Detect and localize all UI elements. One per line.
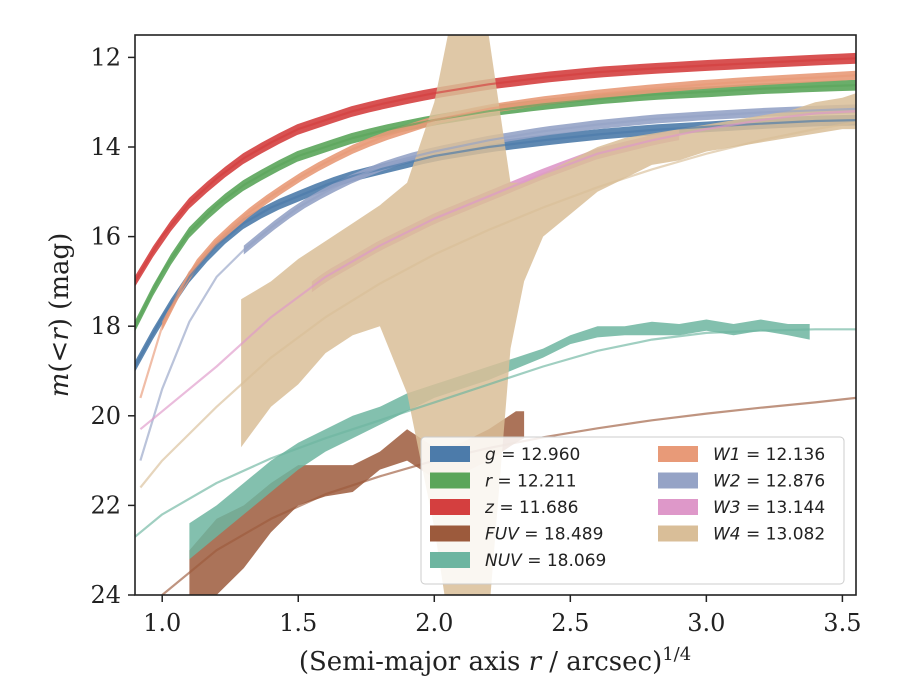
plot-frame <box>134 34 857 596</box>
legend-label: W4 = 13.082 <box>713 525 825 545</box>
legend-label: FUV = 18.489 <box>485 525 603 545</box>
legend-label: NUV = 18.069 <box>485 551 606 571</box>
legend-label: W3 = 13.144 <box>713 498 825 518</box>
y-tick-label: 20 <box>90 402 121 430</box>
x-tick-label: 3.5 <box>823 609 861 637</box>
y-axis-ticks: 12 14 16 18 20 22 24 <box>90 43 135 609</box>
legend-label: r = 12.211 <box>485 472 577 492</box>
series-0-line <box>135 119 856 368</box>
x-tick-label: 1.0 <box>143 609 181 637</box>
legend-swatch <box>658 446 698 462</box>
series-2-line <box>135 57 856 282</box>
x-tick-label: 1.5 <box>279 609 317 637</box>
legend-label: W2 = 12.876 <box>713 472 825 492</box>
series-8-band <box>241 35 856 595</box>
legend-swatch <box>658 525 698 542</box>
y-tick-label: 12 <box>90 43 121 71</box>
y-tick-label: 18 <box>90 312 121 340</box>
legend: g = 12.960 r = 12.211 z = 11.686 FUV = 18.4… <box>420 436 845 585</box>
series-5-line <box>139 74 856 399</box>
series-6-line <box>139 107 856 461</box>
series-7-line <box>139 110 856 431</box>
series-8-line <box>139 121 856 489</box>
legend-label: g = 12.960 <box>485 445 580 465</box>
legend-swatch <box>430 472 470 489</box>
legend-swatch <box>658 472 698 489</box>
legend-swatch <box>430 499 470 515</box>
legend-swatch <box>430 552 470 568</box>
series-1-line <box>135 84 856 327</box>
x-axis-title: (Semi-major axis r / arcsec)1/4 <box>299 644 691 677</box>
x-axis-ticks: 1.0 1.5 2.0 2.5 3.0 3.5 <box>143 595 861 637</box>
y-axis-title: m(<r) (mag) <box>45 233 75 398</box>
series-lines <box>135 57 856 595</box>
legend-swatch <box>658 499 698 515</box>
legend-label: W1 = 12.136 <box>713 445 825 465</box>
legend-box <box>420 436 845 585</box>
series-4-line <box>135 328 856 538</box>
x-tick-label: 2.5 <box>551 609 589 637</box>
y-tick-label: 22 <box>90 491 121 519</box>
legend-swatch <box>430 446 470 462</box>
x-tick-label: 2.0 <box>415 609 453 637</box>
y-tick-label: 16 <box>90 223 121 251</box>
y-tick-label: 24 <box>90 581 121 609</box>
series-6-band <box>243 104 856 255</box>
y-tick-label: 14 <box>90 133 121 161</box>
legend-label: z = 11.686 <box>484 498 578 518</box>
legend-swatch <box>430 525 470 542</box>
x-tick-label: 3.0 <box>687 609 725 637</box>
